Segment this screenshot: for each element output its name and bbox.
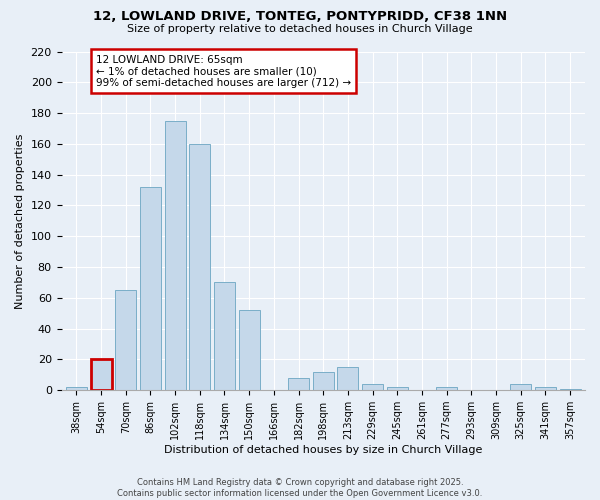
Bar <box>436 387 457 390</box>
Bar <box>288 378 309 390</box>
Y-axis label: Number of detached properties: Number of detached properties <box>15 133 25 308</box>
Bar <box>387 387 408 390</box>
Bar <box>164 121 185 390</box>
Bar <box>535 387 556 390</box>
Bar <box>66 387 87 390</box>
Bar <box>560 388 581 390</box>
Bar <box>115 290 136 390</box>
Bar <box>239 310 260 390</box>
Text: Size of property relative to detached houses in Church Village: Size of property relative to detached ho… <box>127 24 473 34</box>
Text: 12 LOWLAND DRIVE: 65sqm
← 1% of detached houses are smaller (10)
99% of semi-det: 12 LOWLAND DRIVE: 65sqm ← 1% of detached… <box>96 54 351 88</box>
X-axis label: Distribution of detached houses by size in Church Village: Distribution of detached houses by size … <box>164 445 482 455</box>
Bar <box>214 282 235 390</box>
Text: 12, LOWLAND DRIVE, TONTEG, PONTYPRIDD, CF38 1NN: 12, LOWLAND DRIVE, TONTEG, PONTYPRIDD, C… <box>93 10 507 23</box>
Bar <box>140 187 161 390</box>
Bar <box>362 384 383 390</box>
Bar <box>91 360 112 390</box>
Text: Contains HM Land Registry data © Crown copyright and database right 2025.
Contai: Contains HM Land Registry data © Crown c… <box>118 478 482 498</box>
Bar <box>190 144 210 390</box>
Bar <box>511 384 531 390</box>
Bar <box>313 372 334 390</box>
Bar <box>337 367 358 390</box>
